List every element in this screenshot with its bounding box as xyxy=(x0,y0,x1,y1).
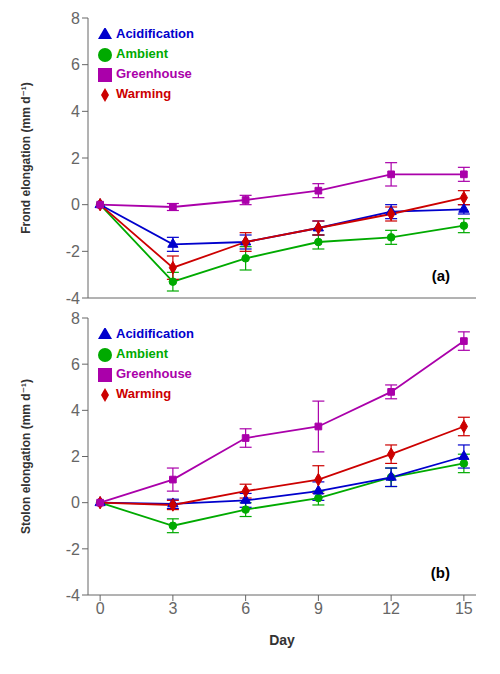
svg-text:Frond elongation (mm d⁻¹): Frond elongation (mm d⁻¹) xyxy=(19,82,33,234)
svg-text:6: 6 xyxy=(71,56,80,73)
svg-text:Day: Day xyxy=(269,632,295,648)
html-text:Ambient: Ambient xyxy=(116,346,168,361)
svg-text:Stolon elongation (mm d⁻¹): Stolon elongation (mm d⁻¹) xyxy=(19,379,33,534)
svg-text:4: 4 xyxy=(71,402,80,419)
svg-text:6: 6 xyxy=(71,356,80,373)
svg-text:0: 0 xyxy=(71,196,80,213)
html-text:Ambient: Ambient xyxy=(116,46,168,61)
html-text:Acidification: Acidification xyxy=(116,26,194,41)
svg-text:0: 0 xyxy=(71,494,80,511)
html-text:Warming: Warming xyxy=(116,86,172,101)
svg-text:2: 2 xyxy=(71,150,80,167)
html-text:(b): (b) xyxy=(430,564,450,581)
svg-text:-4: -4 xyxy=(66,290,80,307)
svg-text:3: 3 xyxy=(168,600,177,617)
svg-text:4: 4 xyxy=(71,103,80,120)
html-text:Warming: Warming xyxy=(116,386,172,401)
html-text:Greenhouse: Greenhouse xyxy=(116,66,192,81)
svg-text:-2: -2 xyxy=(66,243,80,260)
svg-text:2: 2 xyxy=(71,448,80,465)
svg-text:12: 12 xyxy=(382,600,400,617)
svg-text:8: 8 xyxy=(71,310,80,327)
html-text:Acidification: Acidification xyxy=(116,326,194,341)
svg-text:-4: -4 xyxy=(66,587,80,604)
html-text:(a): (a) xyxy=(431,267,450,284)
svg-text:6: 6 xyxy=(241,600,250,617)
svg-text:8: 8 xyxy=(71,10,80,27)
svg-text:-2: -2 xyxy=(66,541,80,558)
html-text:Greenhouse: Greenhouse xyxy=(116,366,192,381)
svg-text:9: 9 xyxy=(314,600,323,617)
svg-text:15: 15 xyxy=(455,600,473,617)
svg-text:0: 0 xyxy=(96,600,105,617)
